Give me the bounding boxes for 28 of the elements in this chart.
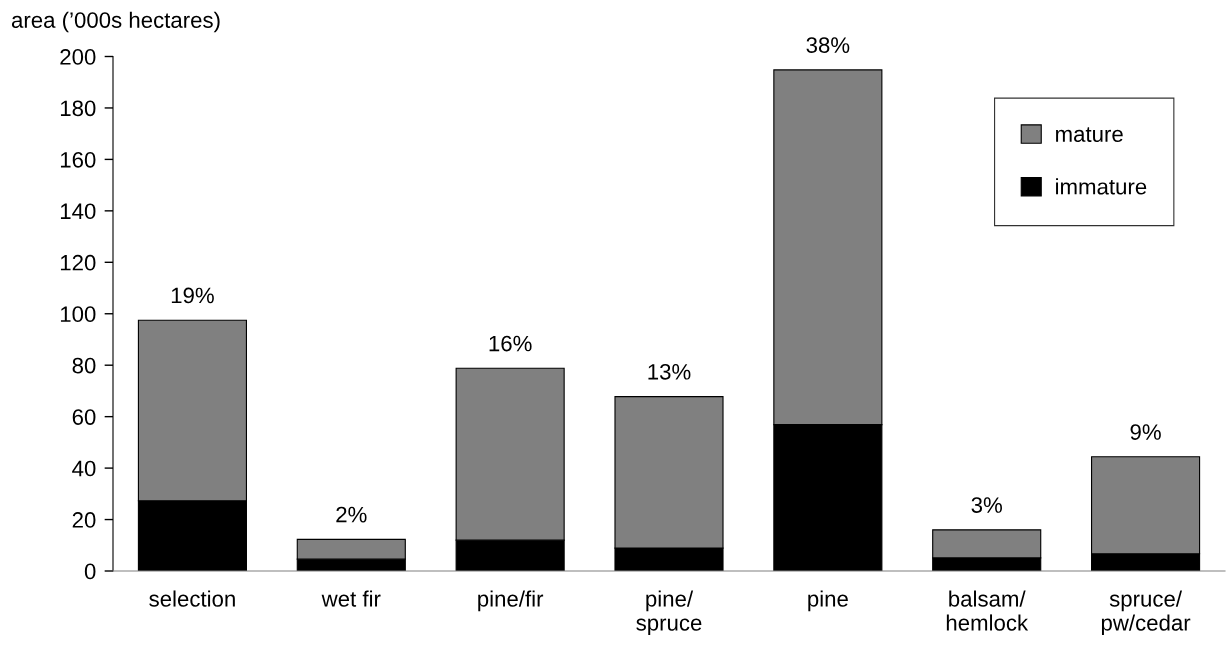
x-tick-label: selection [149,590,235,607]
x-tick-label: spruce/ pw/cedar [1101,590,1191,636]
y-tick-label: 120 [60,254,96,271]
annotation: 3% [971,497,1002,513]
y-tick-label: 0 [84,563,96,580]
y-tick-label: 180 [60,100,96,117]
annotation: 2% [336,506,367,523]
y-tick-label: 40 [72,460,96,477]
legend-label: mature [1056,127,1123,142]
annotation: 19% [171,287,214,304]
annotation: 9% [1130,424,1161,440]
legend-label: immature [1056,178,1147,195]
annotation: 13% [648,363,691,380]
annotation: 16% [489,335,532,352]
annotation: 38% [806,37,850,53]
x-tick-label: pine/fir [478,590,544,612]
y-axis-title: area (’000s hectares) [11,11,220,33]
y-tick-label: 200 [60,49,96,65]
y-tick-label: 20 [72,512,96,528]
y-tick-label: 60 [72,409,96,425]
x-tick-label: pine/ spruce [636,590,702,636]
x-tick-label: pine [808,590,848,612]
y-tick-label: 100 [60,306,96,323]
x-tick-label: wet fir [321,590,381,607]
y-tick-label: 80 [72,357,96,374]
y-tick-label: 160 [60,151,96,168]
x-tick-label: balsam/ hemlock [946,590,1029,631]
y-tick-label: 140 [60,203,96,220]
